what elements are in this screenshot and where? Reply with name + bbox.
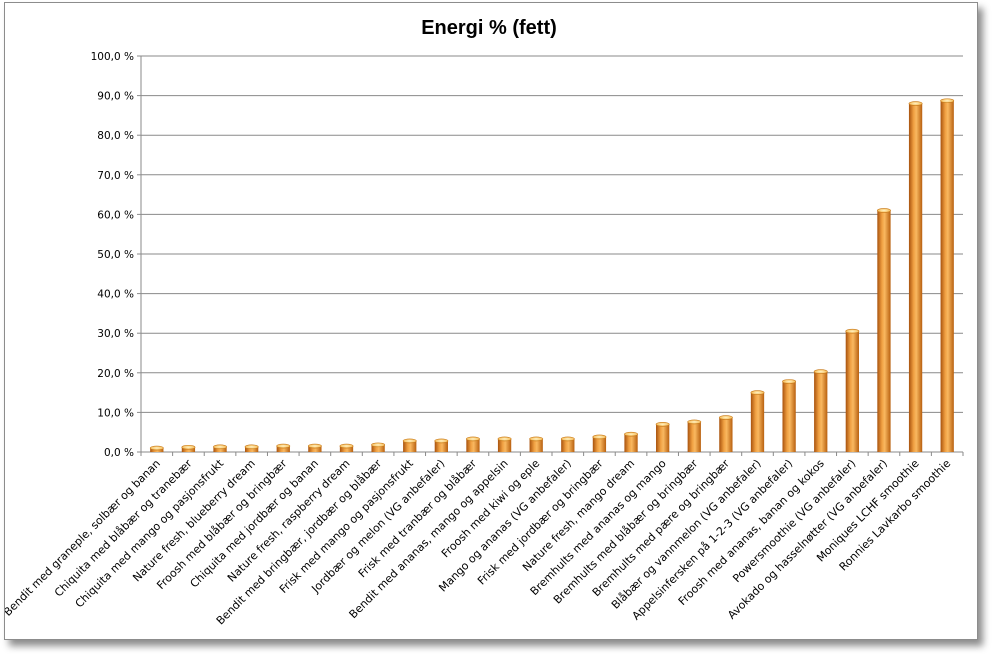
bar xyxy=(655,421,670,452)
y-tick-label: 0,0 % xyxy=(104,447,134,459)
bar-top-cap xyxy=(782,379,797,384)
bar-body xyxy=(497,438,512,452)
bar-top-cap xyxy=(940,98,955,104)
bar-top-cap xyxy=(529,436,544,442)
bar-top-cap xyxy=(624,431,638,437)
bar-top-cap xyxy=(466,436,480,442)
bar-top-cap xyxy=(687,419,702,425)
bar-body xyxy=(624,434,638,452)
bar-body xyxy=(814,371,828,452)
bar-body xyxy=(908,103,923,453)
bar-top-cap xyxy=(276,443,291,449)
bar-body xyxy=(845,331,859,452)
bar xyxy=(149,445,164,452)
bar xyxy=(592,434,607,452)
bars xyxy=(149,98,955,453)
bar-body xyxy=(687,421,701,452)
bar-body xyxy=(245,446,259,452)
bar xyxy=(940,98,955,453)
bar xyxy=(718,415,733,452)
chart-title: Energi % (fett) xyxy=(421,17,557,39)
y-tick-label: 40,0 % xyxy=(97,289,134,301)
bar xyxy=(371,442,386,452)
bar xyxy=(845,328,860,452)
bar xyxy=(813,369,828,452)
y-tick-label: 90,0 % xyxy=(97,91,134,103)
bar-top-cap xyxy=(181,444,196,450)
y-tick-label: 70,0 % xyxy=(97,170,134,182)
axes xyxy=(137,55,964,456)
bar-top-cap xyxy=(813,369,828,374)
bar xyxy=(497,436,512,452)
bar xyxy=(877,208,891,452)
bar xyxy=(244,444,259,452)
bar xyxy=(687,419,702,452)
bar xyxy=(339,443,354,452)
bar-top-cap xyxy=(244,444,259,450)
bar-top-cap xyxy=(877,208,891,213)
bar-top-cap xyxy=(434,438,449,444)
y-tick-label: 60,0 % xyxy=(97,209,134,221)
bar-body xyxy=(940,100,954,453)
bar-body xyxy=(877,210,891,452)
bar-body xyxy=(434,440,448,452)
bar xyxy=(307,443,322,452)
bar-body xyxy=(656,424,670,452)
bar-chart: Energi % (fett) 0,0 % 10,0 % 20,0 % 30,0 % 4… xyxy=(5,17,964,627)
y-tick-label: 100,0 % xyxy=(91,51,134,63)
bar-top-cap xyxy=(402,438,417,444)
bar-top-cap xyxy=(655,421,670,427)
bar-body xyxy=(529,438,543,452)
bar-body xyxy=(371,444,385,452)
bar xyxy=(213,444,227,452)
bar xyxy=(276,443,291,452)
y-tick-label: 80,0 % xyxy=(97,130,134,142)
bar-top-cap xyxy=(497,436,512,442)
gridlines xyxy=(141,55,963,413)
bar-top-cap xyxy=(307,443,322,449)
bar xyxy=(782,379,797,452)
bar-top-cap xyxy=(845,328,860,334)
bar-body xyxy=(213,446,227,452)
bar-body xyxy=(276,446,290,452)
bar-body xyxy=(181,447,196,452)
bar xyxy=(529,436,544,452)
bar xyxy=(181,444,196,452)
y-tick-label: 50,0 % xyxy=(97,249,134,261)
bar xyxy=(908,101,923,453)
bar xyxy=(466,436,480,452)
y-tick-label: 10,0 % xyxy=(97,407,134,419)
bar-top-cap xyxy=(750,390,765,395)
bar-top-cap xyxy=(560,436,575,442)
y-axis-tick-labels: 0,0 % 10,0 % 20,0 % 30,0 % 40,0 % 50,0 % 60,0 … xyxy=(91,51,134,459)
bar-body xyxy=(339,446,354,452)
bar-top-cap xyxy=(339,443,354,449)
y-tick-label: 20,0 % xyxy=(97,368,134,380)
bar-body xyxy=(466,438,480,452)
y-tick-label: 30,0 % xyxy=(97,328,134,340)
bar-body xyxy=(750,392,765,452)
x-axis-category-labels: Bendit med graneple, solbær og bananChiq… xyxy=(5,456,953,627)
bar-top-cap xyxy=(718,415,733,420)
bar xyxy=(560,436,575,452)
bar xyxy=(750,390,765,452)
bar-body xyxy=(308,446,322,452)
bar-top-cap xyxy=(371,442,386,448)
bar xyxy=(624,431,638,452)
bar-top-cap xyxy=(213,444,227,450)
bar-body xyxy=(403,440,417,452)
bar-top-cap xyxy=(908,101,923,106)
bar-top-cap xyxy=(592,434,607,440)
bar-body xyxy=(719,417,733,452)
bar-body xyxy=(592,436,607,452)
chart-frame: Energi % (fett) 0,0 % 10,0 % 20,0 % 30,0 % 4… xyxy=(4,2,978,640)
bar xyxy=(434,438,449,452)
bar-top-cap xyxy=(149,445,164,451)
bar xyxy=(402,438,417,452)
bar-body xyxy=(561,438,575,452)
bar-body xyxy=(782,381,796,452)
